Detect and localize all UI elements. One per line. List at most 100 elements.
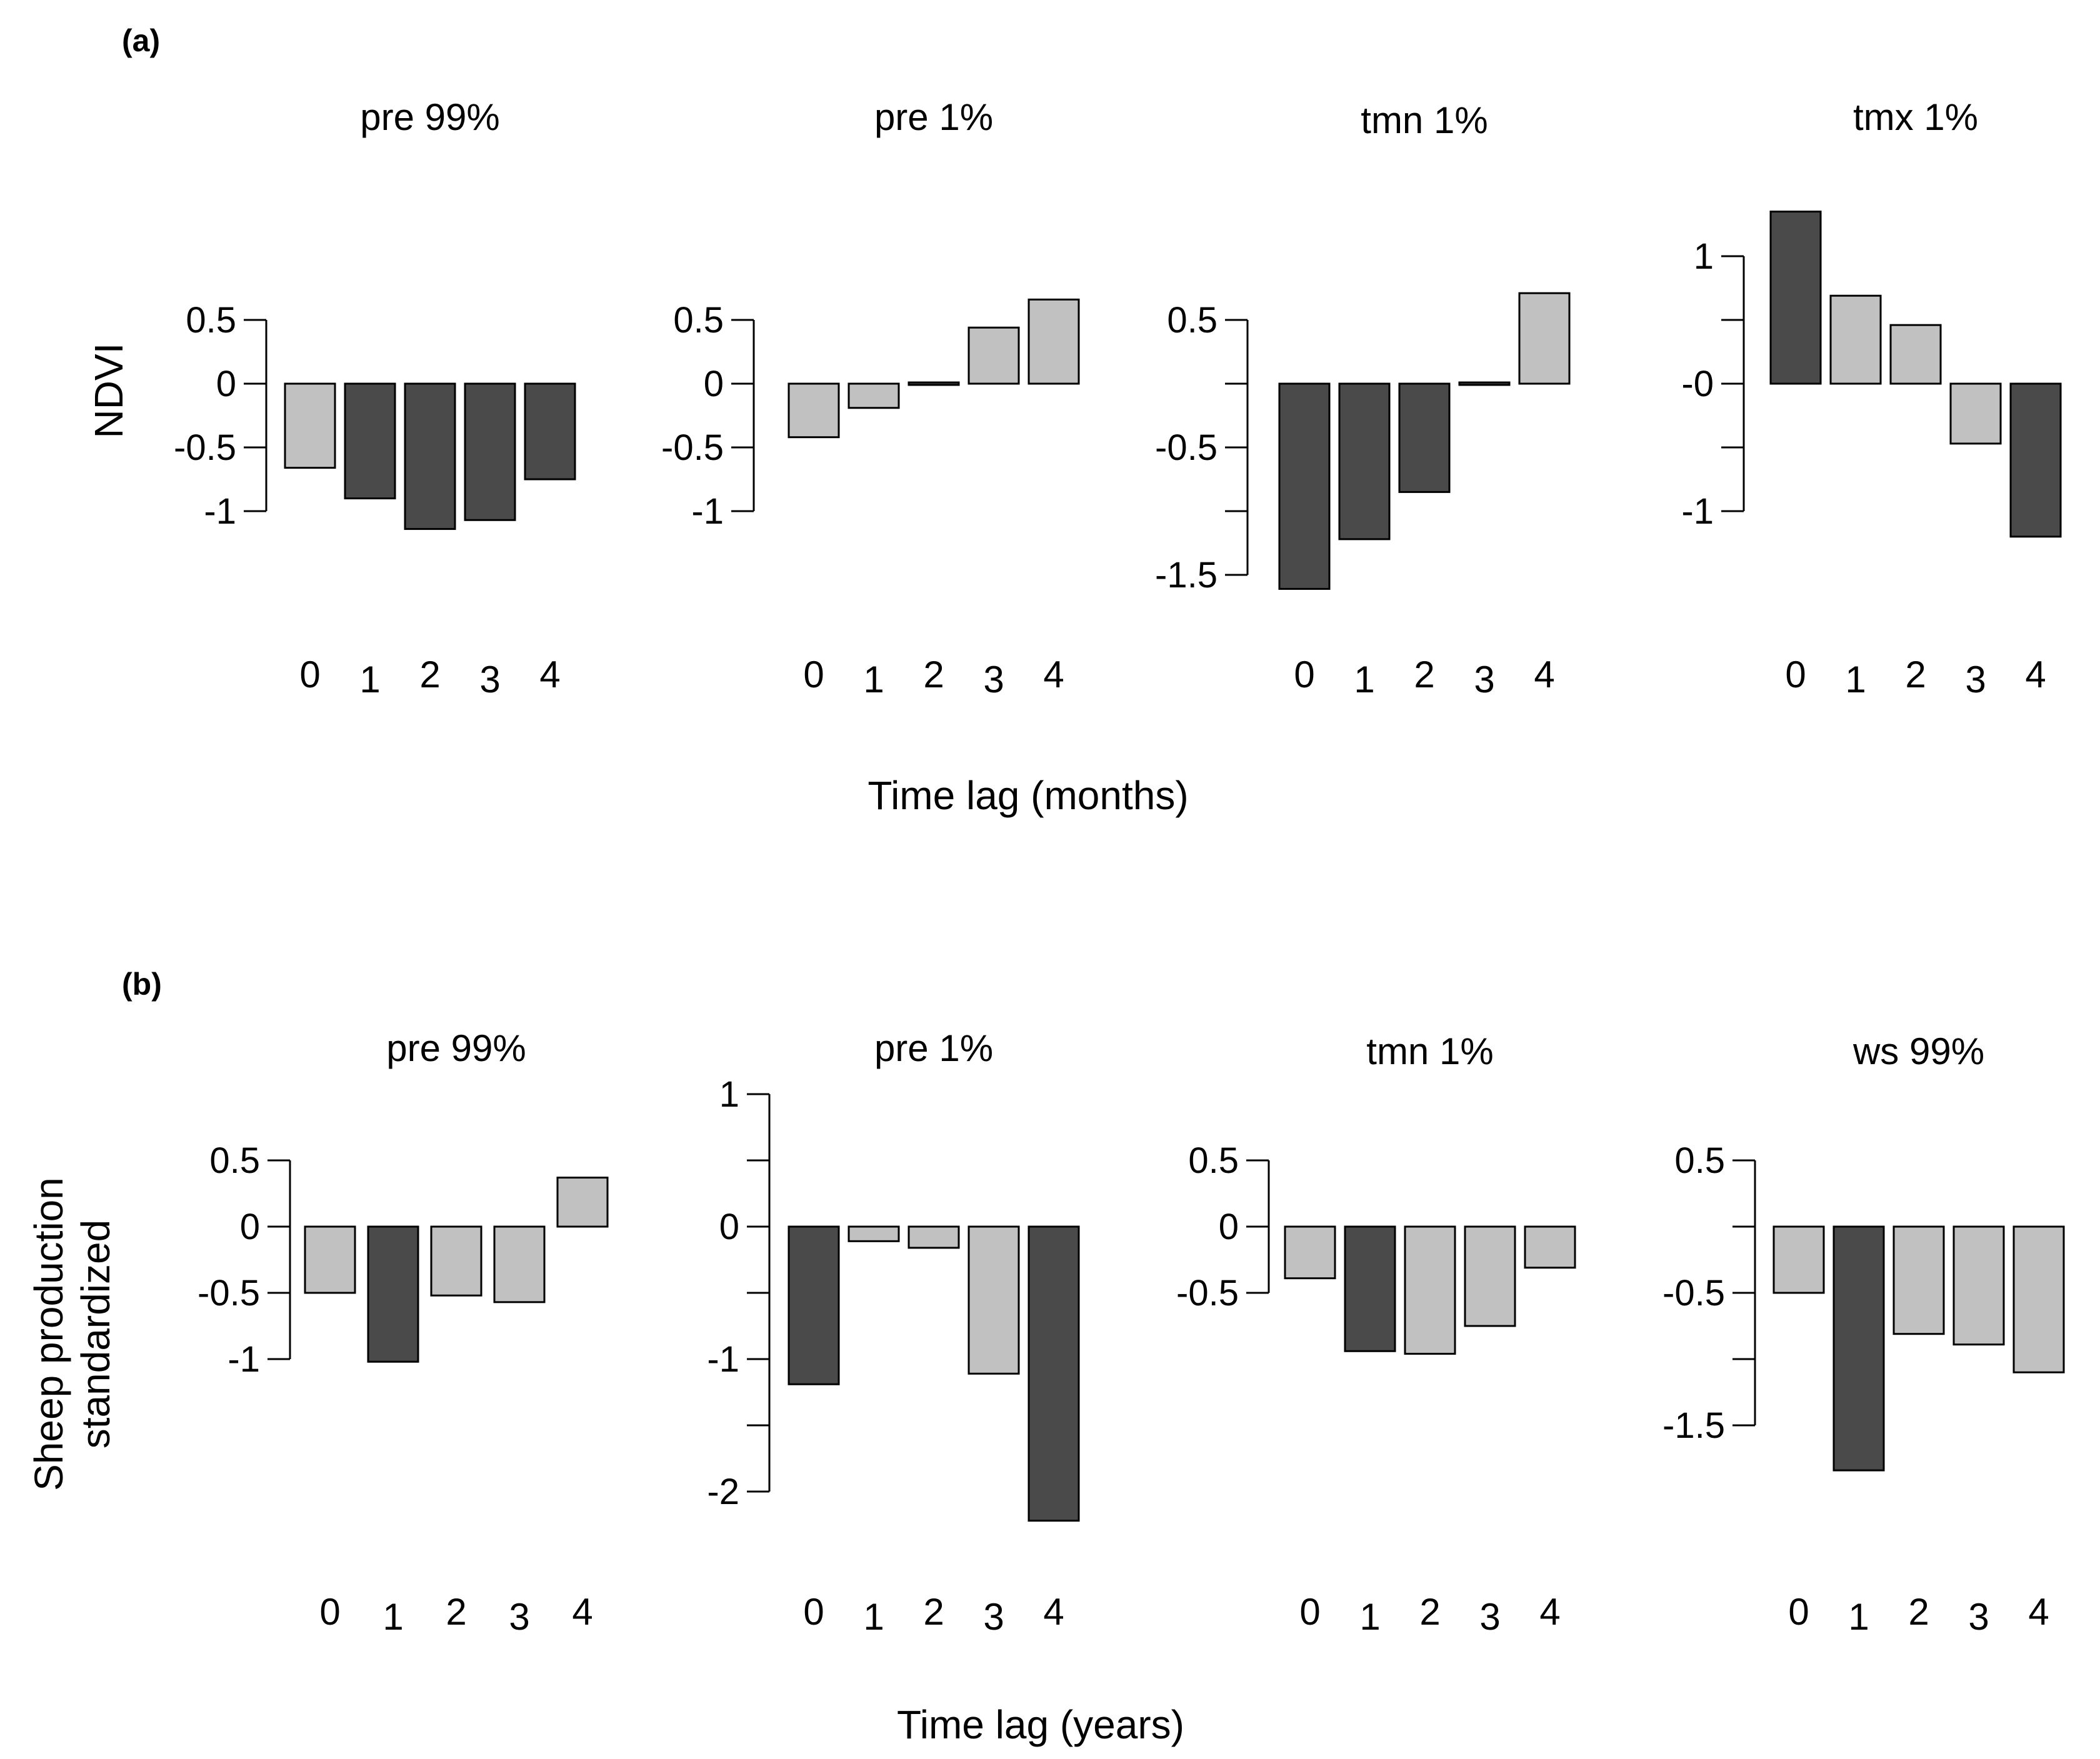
bar [1518, 292, 1571, 385]
subplot-a-3: tmn 1% 0.5 -0.5 -1.5 0 1 2 3 4 [1155, 99, 1571, 700]
y-tick-label: -1 [1681, 491, 1714, 532]
y-tick-label: 0.5 [209, 1140, 260, 1181]
months-axis-title: Time lag (months) [868, 773, 1188, 818]
y-tick-label: -0.5 [1176, 1273, 1239, 1313]
bar [1829, 294, 1882, 385]
bar [1524, 1225, 1576, 1269]
bar [1284, 1225, 1336, 1280]
bar [493, 1225, 546, 1303]
subplot-title: pre 99% [360, 96, 499, 138]
x-tick-label: 4 [2028, 1591, 2049, 1633]
bar [524, 382, 576, 481]
bar [1458, 381, 1511, 386]
subplot-title: ws 99% [1852, 1030, 1984, 1072]
bar [284, 382, 336, 469]
subplot-a-1: pre 99%0.50-0.5-10 1 2 3 4 [174, 96, 576, 700]
y-tick-label: 0.5 [186, 300, 236, 341]
bar [848, 1225, 900, 1242]
bar [430, 1225, 482, 1297]
bar [1892, 1225, 1945, 1335]
x-tick-label: 2 [923, 1591, 944, 1633]
x-tick-label: 1 [863, 1596, 884, 1638]
x-tick-label: 3 [983, 1596, 1004, 1638]
x-tick-label: 0 [1294, 654, 1314, 695]
bar [1769, 211, 1822, 385]
y-tick-label: -0.5 [174, 427, 236, 468]
subplot-b-3: tmn 1%0.50-0.50 1 2 3 4 [1176, 1030, 1576, 1638]
bar [1344, 1225, 1396, 1352]
years-axis-title: Time lag (years) [897, 1702, 1184, 1747]
x-tick-label: 2 [446, 1591, 466, 1633]
bar [908, 381, 960, 386]
x-tick-label: 0 [299, 654, 320, 695]
y-tick-label: 0.5 [1167, 300, 1218, 341]
x-tick-label: 0 [1785, 654, 1806, 695]
bar [556, 1177, 609, 1228]
x-tick-label: 3 [1479, 1596, 1500, 1638]
ndvi-axis-title: NDVI [86, 343, 131, 439]
bar [2012, 1225, 2065, 1373]
bar [1028, 298, 1080, 385]
bar [464, 382, 516, 521]
x-tick-label: 0 [319, 1591, 340, 1633]
x-tick-label: 4 [539, 654, 560, 695]
bar [1889, 324, 1942, 385]
x-tick-label: 3 [1474, 659, 1494, 700]
bar [1398, 382, 1451, 493]
x-tick-label: 0 [803, 1591, 824, 1633]
bar [968, 326, 1020, 385]
x-tick-label: 4 [572, 1591, 592, 1633]
bar [1464, 1225, 1516, 1327]
y-tick-label: -0.5 [1662, 1273, 1725, 1313]
x-tick-label: 1 [1359, 1596, 1380, 1638]
subplot-title: pre 1% [874, 96, 993, 138]
y-tick-label: 0 [216, 364, 236, 404]
bar [1404, 1225, 1456, 1355]
y-tick-label: 0 [704, 364, 724, 404]
subplot-a-2: pre 1%0.50-0.5-10 1 2 3 4 [661, 96, 1080, 700]
subplot-title: tmn 1% [1366, 1030, 1493, 1072]
x-tick-label: 1 [1848, 1596, 1869, 1638]
y-tick-label: -1 [707, 1339, 739, 1380]
x-tick-label: 4 [1043, 654, 1064, 695]
bar [848, 382, 900, 409]
sheep-axis-title-line2: standardized [73, 1220, 118, 1448]
bar [304, 1225, 356, 1294]
y-tick-label: -0.5 [661, 427, 724, 468]
x-tick-label: 2 [1414, 654, 1434, 695]
x-tick-label: 3 [1965, 659, 1986, 700]
y-tick-label: 0.5 [1674, 1140, 1725, 1181]
y-tick-label: -1 [691, 491, 724, 532]
bar [367, 1225, 419, 1363]
x-tick-label: 0 [1299, 1591, 1320, 1633]
x-tick-label: 2 [1905, 654, 1926, 695]
bar [344, 382, 396, 500]
y-tick-label: 1 [719, 1074, 739, 1115]
x-tick-label: 3 [983, 659, 1004, 700]
x-tick-label: 2 [923, 654, 944, 695]
y-tick-label: 0 [1219, 1207, 1239, 1247]
subplot-title: pre 99% [386, 1027, 526, 1069]
y-tick-label: -1.5 [1155, 555, 1218, 595]
x-tick-label: 2 [1419, 1591, 1440, 1633]
subplot-title: tmx 1% [1853, 96, 1978, 138]
subplot-b-4: ws 99% 0.5 -0.5 -1.5 0 1 2 3 4 [1662, 1030, 2065, 1638]
sheep-axis-title-line1: Sheep production [26, 1177, 71, 1491]
x-tick-label: 4 [1539, 1591, 1560, 1633]
x-tick-label: 3 [1968, 1596, 1989, 1638]
y-tick-label: -1.5 [1662, 1405, 1725, 1446]
y-tick-label: 0.5 [1188, 1140, 1239, 1181]
panel-b-label: (b) [122, 967, 162, 1002]
bar [1949, 382, 2002, 445]
bar [1772, 1225, 1825, 1294]
y-tick-label: -0.5 [1155, 427, 1218, 468]
subplot-title: pre 1% [874, 1027, 993, 1069]
subplot-a-4: tmx 1%1-0-10 1 2 3 4 [1681, 96, 2062, 700]
bar [404, 382, 456, 531]
x-tick-label: 2 [1908, 1591, 1929, 1633]
bar [1278, 382, 1331, 590]
y-tick-label: -1 [228, 1339, 260, 1380]
y-tick-label: -1 [204, 491, 236, 532]
